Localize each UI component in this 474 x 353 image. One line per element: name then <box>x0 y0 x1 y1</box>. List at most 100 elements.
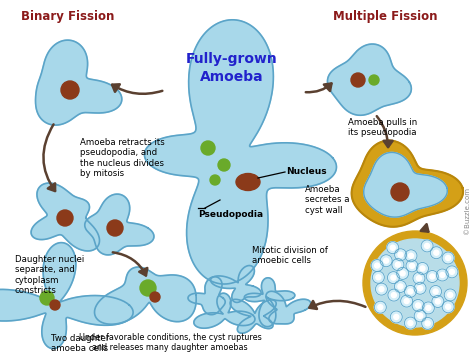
Polygon shape <box>194 293 255 328</box>
Polygon shape <box>0 243 133 349</box>
Circle shape <box>414 282 426 294</box>
Circle shape <box>430 247 442 259</box>
Circle shape <box>378 305 383 310</box>
Circle shape <box>430 274 435 279</box>
Circle shape <box>406 260 418 272</box>
Circle shape <box>437 269 448 281</box>
Text: Binary Fission: Binary Fission <box>21 10 115 23</box>
Circle shape <box>392 259 404 271</box>
Circle shape <box>444 289 456 301</box>
Circle shape <box>404 299 409 304</box>
Text: Amoeba retracts its
pseudopodia, and
the nucleus divides
by mitosis: Amoeba retracts its pseudopodia, and the… <box>80 138 165 178</box>
Circle shape <box>397 268 409 279</box>
Circle shape <box>394 249 407 261</box>
Circle shape <box>61 81 79 99</box>
Circle shape <box>416 303 420 308</box>
Circle shape <box>379 287 384 292</box>
Circle shape <box>426 270 438 282</box>
Circle shape <box>371 239 459 327</box>
Polygon shape <box>188 277 225 315</box>
Circle shape <box>380 255 392 267</box>
Circle shape <box>391 275 396 280</box>
Text: Pseudopodia: Pseudopodia <box>198 210 263 219</box>
Circle shape <box>426 305 431 310</box>
Circle shape <box>401 295 413 307</box>
Circle shape <box>417 276 421 281</box>
Circle shape <box>433 289 438 294</box>
Polygon shape <box>328 44 411 115</box>
Text: ©Buzzle.com: ©Buzzle.com <box>464 186 470 233</box>
Circle shape <box>404 317 417 329</box>
Circle shape <box>442 252 454 264</box>
Circle shape <box>400 271 405 276</box>
Circle shape <box>210 175 220 185</box>
Circle shape <box>391 183 409 201</box>
Circle shape <box>392 293 396 298</box>
Text: Mitotic division of
amoebic cells: Mitotic division of amoebic cells <box>252 246 328 265</box>
Circle shape <box>408 289 413 294</box>
Circle shape <box>375 283 387 295</box>
Circle shape <box>390 311 402 323</box>
Text: Multiple Fission: Multiple Fission <box>333 10 437 23</box>
Circle shape <box>371 259 383 271</box>
Circle shape <box>421 240 433 252</box>
Circle shape <box>446 304 451 309</box>
Circle shape <box>420 266 425 271</box>
Polygon shape <box>230 299 276 333</box>
Circle shape <box>434 250 439 255</box>
Circle shape <box>432 295 444 307</box>
Text: Nucleus: Nucleus <box>286 168 327 176</box>
Circle shape <box>429 286 442 298</box>
Circle shape <box>412 299 424 311</box>
Circle shape <box>150 292 160 302</box>
Polygon shape <box>244 278 295 327</box>
Circle shape <box>57 210 73 226</box>
Circle shape <box>388 289 400 301</box>
Circle shape <box>40 291 54 305</box>
Circle shape <box>404 286 416 298</box>
Circle shape <box>390 245 395 250</box>
Circle shape <box>398 252 403 257</box>
Circle shape <box>201 141 215 155</box>
Circle shape <box>408 321 413 325</box>
Circle shape <box>374 301 386 313</box>
Polygon shape <box>31 183 100 251</box>
Text: Amoeba pulls in
its pseudopodia: Amoeba pulls in its pseudopodia <box>348 118 417 137</box>
Text: Daughter nuclei
separate, and
cytoplasm
constricts: Daughter nuclei separate, and cytoplasm … <box>15 255 84 295</box>
Polygon shape <box>352 140 463 227</box>
Circle shape <box>373 271 384 283</box>
Circle shape <box>376 275 381 280</box>
Ellipse shape <box>236 174 260 191</box>
Circle shape <box>446 256 451 261</box>
Circle shape <box>369 75 379 85</box>
Polygon shape <box>266 291 311 324</box>
Circle shape <box>409 253 413 258</box>
Circle shape <box>107 220 123 236</box>
Circle shape <box>449 269 455 274</box>
Circle shape <box>442 301 454 313</box>
Polygon shape <box>85 194 154 255</box>
Polygon shape <box>145 20 337 284</box>
Circle shape <box>398 284 403 289</box>
Polygon shape <box>36 40 122 125</box>
Circle shape <box>394 280 406 292</box>
Circle shape <box>414 310 426 322</box>
Circle shape <box>418 313 423 318</box>
Circle shape <box>405 250 417 262</box>
Text: Under favorable conditions, the cyst ruptures
and releases many daughter amoebas: Under favorable conditions, the cyst rup… <box>79 333 261 352</box>
Circle shape <box>374 263 380 268</box>
Circle shape <box>394 315 399 319</box>
Circle shape <box>435 299 440 304</box>
Circle shape <box>413 272 425 284</box>
Circle shape <box>387 242 399 254</box>
Polygon shape <box>210 265 261 303</box>
Circle shape <box>140 280 156 296</box>
Circle shape <box>383 258 389 263</box>
Circle shape <box>422 302 434 314</box>
Circle shape <box>446 266 458 278</box>
Text: Fully-grown
Amoeba: Fully-grown Amoeba <box>186 52 278 84</box>
Circle shape <box>410 263 414 268</box>
Circle shape <box>395 262 401 267</box>
Circle shape <box>425 321 430 326</box>
Text: Amoeba
secretes a
cyst wall: Amoeba secretes a cyst wall <box>305 185 349 215</box>
